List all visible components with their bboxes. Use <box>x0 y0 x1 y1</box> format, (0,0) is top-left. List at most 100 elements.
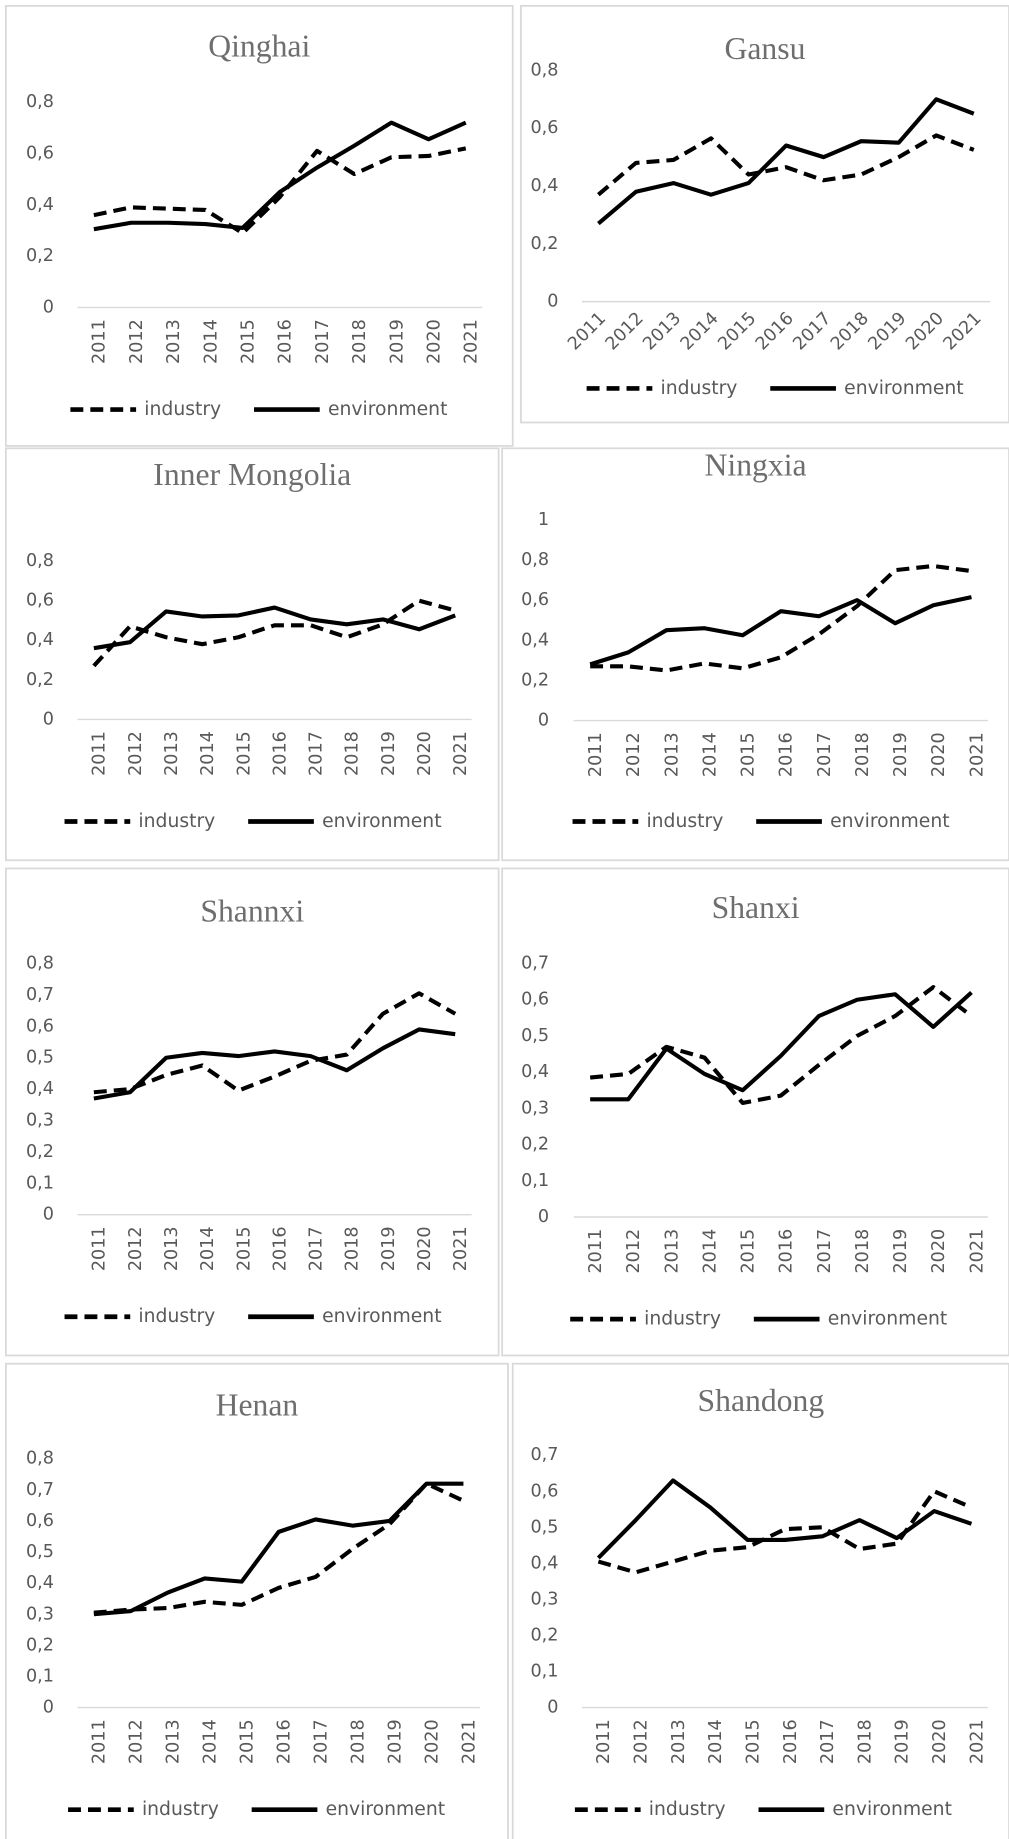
chart-panel: Inner Mongolia 0 0,2 0,4 0,6 0,8 2011 2012 2013 2… <box>4 447 500 862</box>
x-tick-label: 2013 <box>162 1226 182 1271</box>
chart-panel: Henan 0 0,1 0,2 0,3 0,4 0,5 0,6 0,7 0,8 2011 2012 20… <box>4 1362 509 1839</box>
x-tick-label: 2021 <box>451 1226 471 1271</box>
chart-panel: Qinghai 0 0,2 0,4 0,6 0,8 2011 2012 2013 2014 2015… <box>4 4 514 447</box>
x-tick-label: 2020 <box>930 1719 950 1764</box>
x-tick-label: 2012 <box>624 732 644 777</box>
x-tick-label: 2018 <box>343 1226 363 1271</box>
panel-border <box>4 4 514 447</box>
y-tick-label: 0,6 <box>26 1016 54 1036</box>
legend-label: industry <box>138 811 215 832</box>
y-tick-label: 0,6 <box>521 990 549 1010</box>
legend-label: environment <box>828 1309 947 1330</box>
x-tick-label: 2021 <box>967 1229 987 1274</box>
y-tick-label: 0,1 <box>530 1662 558 1682</box>
x-tick-label: 2020 <box>422 1719 442 1764</box>
y-tick-label: 0,8 <box>26 954 54 974</box>
x-tick-label: 2016 <box>270 731 290 776</box>
series-line <box>597 97 975 226</box>
x-tick-label: 2019 <box>865 309 911 355</box>
x-tick-label: 2015 <box>238 1719 258 1764</box>
chart-panel: Shanxi 0 0,1 0,2 0,3 0,4 0,5 0,6 0,7 2011 2012 2013… <box>501 867 1009 1357</box>
x-tick-label: 2013 <box>662 1229 682 1274</box>
series-line <box>93 1027 456 1101</box>
y-tick-label: 0,5 <box>26 1048 54 1068</box>
x-tick-label: 2017 <box>790 309 836 355</box>
chart-title: Qinghai <box>208 29 310 64</box>
x-tick-label: 2015 <box>743 1719 763 1764</box>
x-tick-label: 2020 <box>902 309 948 355</box>
x-tick-label: 2014 <box>700 1229 720 1274</box>
legend-label: environment <box>830 811 949 832</box>
x-tick-label: 2017 <box>307 731 327 776</box>
series-line <box>93 146 467 236</box>
x-tick-label: 2021 <box>459 1719 479 1764</box>
chart-panel: Shandong 0 0,1 0,2 0,3 0,4 0,5 0,6 0,7 2011 2012 20… <box>511 1362 1009 1839</box>
y-tick-label: 0,8 <box>26 92 54 112</box>
legend-label: industry <box>644 1309 721 1330</box>
y-tick-label: 0,4 <box>530 176 558 196</box>
chart-panel: Ningxia 0 0,2 0,4 0,6 0,8 1 2011 2012 2013 2014 201… <box>501 447 1009 862</box>
x-tick-label: 2018 <box>343 731 363 776</box>
x-tick-label: 2012 <box>126 1226 146 1271</box>
x-tick-label: 2011 <box>90 319 110 364</box>
panel-border <box>4 867 500 1357</box>
series-line <box>93 991 457 1095</box>
y-tick-label: 0,1 <box>26 1173 54 1193</box>
x-tick-label: 2018 <box>827 309 873 355</box>
x-tick-label: 2021 <box>940 309 986 355</box>
x-tick-label: 2019 <box>387 319 407 364</box>
y-tick-label: 0 <box>538 711 549 731</box>
x-tick-label: 2013 <box>662 732 682 777</box>
series-line <box>597 1489 973 1575</box>
x-tick-label: 2014 <box>201 319 221 364</box>
x-tick-label: 2011 <box>90 731 110 776</box>
x-tick-label: 2020 <box>415 731 435 776</box>
y-tick-label: 0,8 <box>530 60 558 80</box>
x-tick-label: 2021 <box>967 732 987 777</box>
x-tick-label: 2020 <box>415 1226 435 1271</box>
x-tick-label: 2016 <box>781 1719 801 1764</box>
y-tick-label: 0,1 <box>521 1171 549 1191</box>
y-tick-label: 0,2 <box>26 1142 54 1162</box>
y-tick-label: 0,5 <box>530 1517 558 1537</box>
x-tick-label: 2017 <box>815 732 835 777</box>
y-tick-label: 0,3 <box>26 1604 54 1624</box>
legend-label: industry <box>661 378 738 399</box>
x-tick-label: 2012 <box>624 1229 644 1274</box>
x-tick-label: 2016 <box>270 1226 290 1271</box>
x-tick-label: 2014 <box>201 1719 221 1764</box>
x-tick-label: 2015 <box>238 319 258 364</box>
y-tick-label: 0,6 <box>530 118 558 138</box>
x-tick-label: 2016 <box>275 1719 295 1764</box>
y-tick-label: 0,4 <box>521 630 549 650</box>
x-tick-label: 2017 <box>311 1719 331 1764</box>
x-tick-label: 2019 <box>891 732 911 777</box>
chart-panel: Shannxi 0 0,1 0,2 0,3 0,4 0,5 0,6 0,7 0,8 2011 2012… <box>4 867 500 1357</box>
x-tick-label: 2016 <box>777 1229 797 1274</box>
y-tick-label: 0 <box>538 1207 549 1227</box>
x-tick-label: 2020 <box>929 732 949 777</box>
y-tick-label: 0,2 <box>521 670 549 690</box>
y-tick-label: 0,4 <box>26 1573 54 1593</box>
series-line <box>93 1481 464 1617</box>
y-tick-label: 0,4 <box>26 630 54 650</box>
x-tick-label: 2020 <box>929 1229 949 1274</box>
y-tick-label: 0 <box>547 292 558 312</box>
x-tick-label: 2011 <box>90 1226 110 1271</box>
x-tick-label: 2015 <box>714 309 760 355</box>
x-tick-label: 2011 <box>90 1719 110 1764</box>
panel-border <box>501 447 1009 862</box>
x-tick-label: 2019 <box>893 1719 913 1764</box>
legend-label: industry <box>646 811 723 832</box>
x-tick-label: 2011 <box>586 732 606 777</box>
y-tick-label: 0 <box>43 297 54 317</box>
chart-title: Shandong <box>698 1383 825 1418</box>
y-tick-label: 0,4 <box>521 1062 549 1082</box>
y-tick-label: 0 <box>43 1205 54 1225</box>
series-line <box>596 1478 973 1560</box>
x-tick-label: 2017 <box>815 1229 835 1274</box>
x-tick-label: 2013 <box>669 1719 689 1764</box>
x-tick-label: 2012 <box>127 319 147 364</box>
x-tick-label: 2011 <box>586 1229 606 1274</box>
x-tick-label: 2021 <box>462 319 482 364</box>
